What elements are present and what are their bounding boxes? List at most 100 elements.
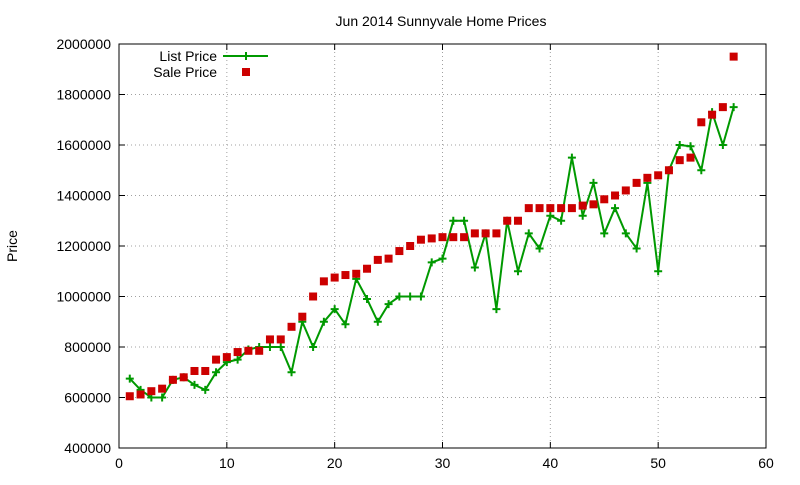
x-tick-label: 60 — [758, 455, 774, 471]
sale-price-point — [309, 292, 318, 301]
list-price-point — [265, 343, 274, 351]
list-price-point — [675, 141, 684, 149]
sale-price-point — [535, 204, 544, 213]
list-price-point — [287, 368, 296, 377]
y-tick-label: 1000000 — [56, 289, 111, 305]
sale-price-point — [632, 178, 641, 187]
y-tick-label: 1800000 — [56, 87, 111, 103]
legend-label: Sale Price — [153, 64, 217, 80]
x-tick-label: 30 — [435, 455, 451, 471]
list-price-point — [201, 385, 210, 394]
list-price-point — [557, 216, 566, 225]
sale-price-point — [416, 235, 425, 244]
sale-price-point — [406, 242, 415, 250]
sale-price-point — [330, 273, 339, 282]
sale-price-point — [557, 204, 566, 213]
sale-price-point — [664, 166, 673, 175]
sale-price-point — [503, 216, 512, 225]
list-price-point — [395, 292, 404, 301]
sale-price-point — [492, 229, 501, 238]
sale-price-point — [697, 118, 706, 127]
sale-price-point — [718, 103, 727, 112]
sale-price-point — [276, 335, 285, 344]
list-price-point — [654, 267, 663, 276]
list-price-point — [589, 178, 598, 187]
x-tick-label: 0 — [115, 455, 123, 471]
list-price-point — [276, 343, 285, 351]
sale-price-point — [363, 264, 372, 273]
list-price-point — [460, 216, 469, 225]
sale-price-point — [384, 254, 393, 263]
sale-price-point — [578, 201, 587, 210]
list-price-point — [718, 141, 727, 149]
sale-price-point — [654, 171, 663, 180]
sale-price-point — [513, 216, 522, 225]
list-price-point — [611, 204, 620, 213]
legend-label: List Price — [159, 48, 217, 64]
chart-title: Jun 2014 Sunnyvale Home Prices — [336, 13, 547, 29]
sale-price-point — [168, 375, 177, 384]
sale-price-point — [201, 366, 210, 375]
y-tick-label: 400000 — [64, 440, 111, 456]
y-tick-label: 600000 — [64, 390, 111, 406]
sale-price-point — [524, 204, 533, 213]
list-price-point — [535, 244, 544, 253]
x-axis-ticks: 0 10 20 30 40 50 60 — [115, 44, 774, 471]
list-price-point — [632, 244, 641, 253]
list-price-point — [330, 305, 339, 314]
sale-price-point — [222, 353, 231, 362]
sale-price-point — [600, 195, 609, 204]
sale-price-point — [147, 387, 156, 396]
list-price-point — [406, 292, 415, 301]
sale-price-point — [686, 153, 695, 162]
sale-price-point — [567, 204, 576, 213]
list-price-point — [233, 355, 242, 364]
list-price-point — [546, 211, 555, 220]
sale-price-point — [729, 52, 738, 61]
list-price-point — [621, 229, 630, 238]
sale-price-point — [233, 348, 242, 357]
x-tick-label: 10 — [219, 455, 235, 471]
list-price-point — [567, 153, 576, 162]
series-layer — [125, 52, 738, 402]
sale-price-point — [708, 110, 717, 119]
series-sale-price — [125, 52, 738, 401]
list-price-point — [309, 343, 318, 351]
sale-price-point — [589, 200, 598, 209]
sale-price-point — [460, 233, 469, 242]
sale-price-point — [621, 186, 630, 195]
sale-price-point — [395, 247, 404, 256]
x-tick-label: 40 — [543, 455, 559, 471]
y-axis-label: Price — [4, 230, 20, 262]
y-axis-ticks: 400000 600000 800000 1000000 1200000 1400000 1… — [56, 36, 766, 456]
list-price-point — [470, 263, 479, 272]
list-price-point — [578, 211, 587, 220]
y-tick-label: 1200000 — [56, 238, 111, 254]
list-price-point — [600, 229, 609, 238]
list-price-point — [384, 300, 393, 309]
list-price-point — [524, 229, 533, 238]
sale-price-point — [470, 229, 479, 238]
list-price-point — [729, 103, 738, 112]
sale-price-point — [438, 233, 447, 242]
sale-price-point — [190, 366, 199, 375]
x-tick-label: 50 — [650, 455, 666, 471]
list-price-point — [363, 295, 372, 304]
sale-price-point — [319, 277, 328, 286]
grid-layer — [119, 44, 766, 448]
sale-price-point — [611, 191, 620, 200]
sale-price-point — [675, 156, 684, 165]
sale-price-point — [481, 229, 490, 238]
sale-price-point — [255, 346, 264, 355]
plot-frame — [118, 43, 767, 449]
sale-price-point — [287, 322, 296, 331]
sale-price-point — [136, 390, 145, 399]
list-price-point — [416, 292, 425, 301]
list-price-point — [686, 142, 695, 151]
list-price-point — [319, 317, 328, 326]
list-price-point — [158, 393, 167, 402]
list-price-point — [190, 380, 199, 389]
